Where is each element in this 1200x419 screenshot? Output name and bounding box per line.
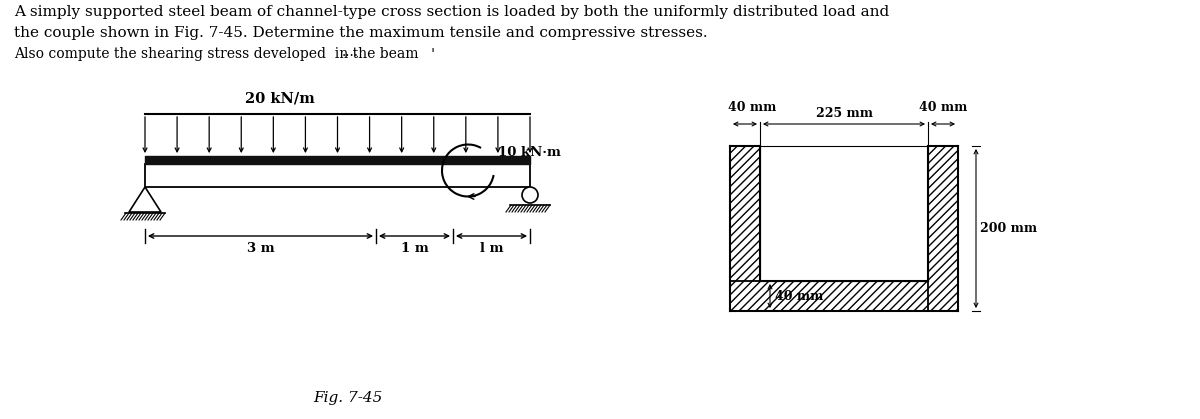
Polygon shape: [928, 146, 958, 311]
Text: ....: ....: [342, 45, 359, 59]
Text: 3 m: 3 m: [247, 242, 275, 255]
Polygon shape: [130, 187, 161, 212]
Text: 1 m: 1 m: [401, 242, 428, 255]
Polygon shape: [730, 281, 958, 311]
Text: 40 mm: 40 mm: [728, 101, 776, 114]
Text: ': ': [430, 48, 434, 62]
Text: 10 kN·m: 10 kN·m: [498, 146, 560, 159]
Text: 200 mm: 200 mm: [980, 222, 1037, 235]
Polygon shape: [145, 164, 530, 187]
Text: the couple shown in Fig. 7-45. Determine the maximum tensile and compressive str: the couple shown in Fig. 7-45. Determine…: [14, 26, 708, 40]
Text: l m: l m: [480, 242, 503, 255]
Circle shape: [522, 187, 538, 203]
Text: A simply supported steel beam of channel-type cross section is loaded by both th: A simply supported steel beam of channel…: [14, 5, 889, 19]
Text: Fig. 7-45: Fig. 7-45: [313, 391, 382, 405]
Text: 40 mm: 40 mm: [919, 101, 967, 114]
Text: 225 mm: 225 mm: [816, 107, 872, 120]
Text: Also compute the shearing stress developed  in the beam: Also compute the shearing stress develop…: [14, 47, 419, 61]
Text: 40 mm: 40 mm: [775, 290, 823, 303]
Polygon shape: [760, 146, 928, 281]
Text: 20 kN/m: 20 kN/m: [245, 92, 314, 106]
Polygon shape: [730, 146, 760, 311]
